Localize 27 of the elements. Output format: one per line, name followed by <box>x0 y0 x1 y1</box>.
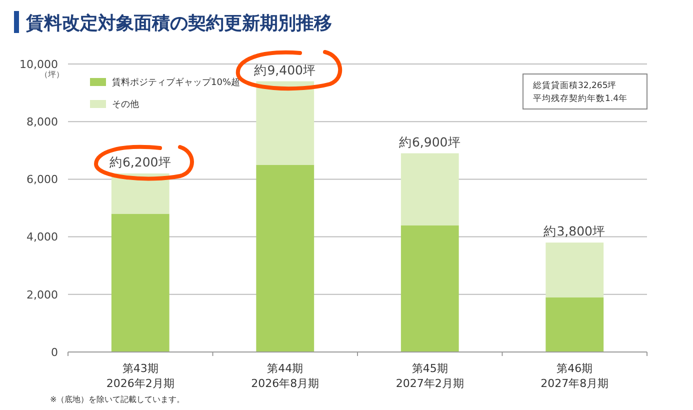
y-tick-label: 10,000 <box>20 58 58 71</box>
y-tick-label: 2,000 <box>26 288 58 302</box>
bar <box>546 297 604 352</box>
y-tick-label: 0 <box>51 346 58 359</box>
text: ※（底地）を除いて記載しています。 <box>50 395 185 404</box>
total-label: 約3,800坪 <box>544 224 606 239</box>
bar <box>400 225 459 352</box>
x-tick-label: 第43期 2026年2月期 <box>106 362 174 390</box>
bar <box>111 214 170 352</box>
annotation: 平均残存契約年数1.4年 <box>533 93 628 104</box>
bar <box>256 164 314 352</box>
x-tick-label: 第45期 2027年2月期 <box>396 362 464 390</box>
total-label: 約6,900坪 <box>398 134 461 150</box>
y-tick-label: 4,000 <box>26 230 58 244</box>
chart-title: 賃料改定対象面積の契約更新期別推移 <box>25 13 332 34</box>
total-label: 約9,400坪 <box>254 62 316 78</box>
y-tick-label: 8,000 <box>26 115 58 128</box>
y-tick-label: 6,000 <box>26 173 58 186</box>
annotation: 総賃貸面積32,265坪 <box>532 80 617 91</box>
x-tick-label: 第46期 2027年8月期 <box>540 362 609 390</box>
y-axis-title: （坪） <box>40 70 64 79</box>
x-tick-label: 第44期 2026年8月期 <box>251 362 320 390</box>
legend-label: 賃料ポジティブギャップ10%超 <box>112 77 240 88</box>
total-label: 約6,200坪 <box>109 154 172 170</box>
bar <box>400 153 459 226</box>
legend-label: その他 <box>112 99 139 110</box>
bar <box>546 242 604 298</box>
